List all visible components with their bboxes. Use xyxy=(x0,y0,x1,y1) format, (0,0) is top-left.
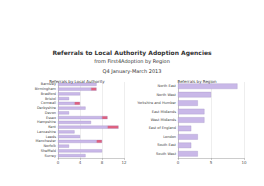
svg-text:East Midlands: East Midlands xyxy=(152,110,176,114)
svg-text:8: 8 xyxy=(101,160,104,165)
svg-text:Leeds: Leeds xyxy=(46,135,56,139)
svg-text:Birmingham: Birmingham xyxy=(35,87,57,91)
svg-text:5: 5 xyxy=(210,160,213,165)
svg-text:East of England: East of England xyxy=(149,126,176,130)
svg-text:Hampshire: Hampshire xyxy=(37,120,56,124)
svg-text:Cornwall: Cornwall xyxy=(41,101,56,105)
svg-text:Referrals by Local Authority: Referrals by Local Authority xyxy=(49,79,105,84)
svg-text:London: London xyxy=(163,135,176,139)
svg-text:Bristol: Bristol xyxy=(45,97,56,101)
svg-text:Derbyshire: Derbyshire xyxy=(37,106,56,110)
svg-text:Norfolk: Norfolk xyxy=(43,144,57,148)
svg-text:0: 0 xyxy=(57,160,60,165)
svg-text:12: 12 xyxy=(121,160,127,165)
svg-text:4: 4 xyxy=(79,160,82,165)
svg-text:Lancashire: Lancashire xyxy=(37,130,56,134)
svg-text:Sheffield: Sheffield xyxy=(41,149,56,153)
svg-text:South East: South East xyxy=(157,143,176,147)
svg-text:Referrals by Region: Referrals by Region xyxy=(178,79,217,84)
svg-text:North East: North East xyxy=(158,84,177,88)
svg-text:North West: North West xyxy=(156,93,176,97)
svg-text:10: 10 xyxy=(241,160,247,165)
svg-text:0: 0 xyxy=(177,160,180,165)
svg-text:Referrals to Local Authority A: Referrals to Local Authority Adoption Ag… xyxy=(52,49,212,57)
svg-text:Devon: Devon xyxy=(45,111,56,115)
svg-text:Kent: Kent xyxy=(48,125,56,129)
svg-text:Q4 January-March 2013: Q4 January-March 2013 xyxy=(103,68,162,75)
svg-text:West Midlands: West Midlands xyxy=(151,118,176,122)
svg-text:Manchester: Manchester xyxy=(36,139,57,143)
svg-text:from First4Adoption by Region: from First4Adoption by Region xyxy=(94,58,170,65)
svg-text:Surrey: Surrey xyxy=(45,154,56,158)
svg-text:Yorkshire and Humber: Yorkshire and Humber xyxy=(137,101,176,105)
svg-text:Bradford: Bradford xyxy=(41,92,56,96)
svg-text:Barnsley: Barnsley xyxy=(40,82,56,87)
svg-text:South West: South West xyxy=(156,152,177,156)
svg-text:Essex: Essex xyxy=(46,116,56,120)
